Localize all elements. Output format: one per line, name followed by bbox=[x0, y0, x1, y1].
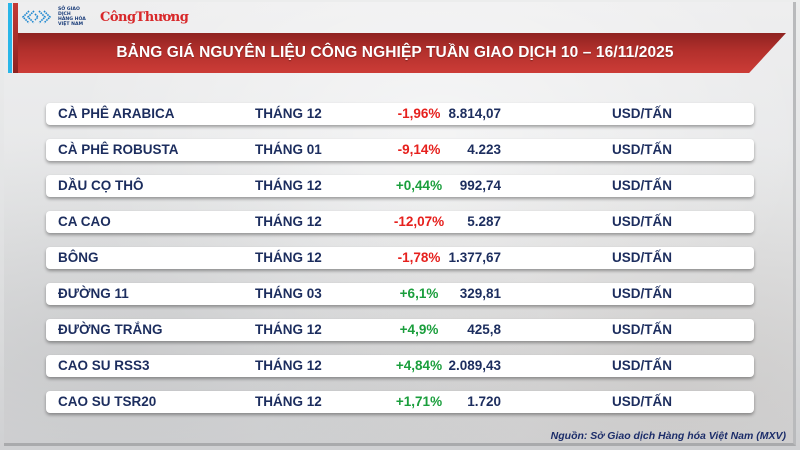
accent-stripe-red bbox=[13, 3, 18, 73]
contract-month: THÁNG 12 bbox=[255, 394, 322, 409]
price-change: +0,44% bbox=[395, 178, 443, 193]
contract-month: THÁNG 12 bbox=[255, 178, 322, 193]
commodity-name: DẦU CỌ THÔ bbox=[58, 178, 144, 193]
price-value: 5.287 bbox=[467, 214, 501, 229]
price-value: 425,8 bbox=[467, 322, 501, 337]
contract-month: THÁNG 12 bbox=[255, 358, 322, 373]
price-unit: USD/TẤN bbox=[612, 178, 672, 193]
congthuong-brand-logo: CôngThương bbox=[100, 9, 189, 25]
mxv-logo-icon bbox=[22, 10, 52, 24]
price-value: 329,81 bbox=[459, 286, 501, 301]
commodity-name: CAO SU TSR20 bbox=[58, 394, 157, 409]
contract-month: THÁNG 12 bbox=[255, 250, 322, 265]
price-unit: USD/TẤN bbox=[612, 106, 672, 121]
table-row: CAO SU TSR20 THÁNG 12 +1,71% 1.720 USD/T… bbox=[46, 391, 754, 413]
table-row: CÀ PHÊ ARABICA THÁNG 12 -1,96% 8.814,07 … bbox=[46, 103, 754, 125]
price-value: 1.720 bbox=[467, 394, 501, 409]
price-change: -1,96% bbox=[397, 106, 441, 121]
mxv-logo-text: SỞ GIAO DỊCH HÀNG HÓA VIỆT NAM bbox=[58, 7, 86, 27]
contract-month: THÁNG 12 bbox=[255, 214, 322, 229]
table-row: CÀ PHÊ ROBUSTA THÁNG 01 -9,14% 4.223 USD… bbox=[46, 139, 754, 161]
header-logos: SỞ GIAO DỊCH HÀNG HÓA VIỆT NAM CôngThươn… bbox=[22, 6, 189, 28]
table-row: CAO SU RSS3 THÁNG 12 +4,84% 2.089,43 USD… bbox=[46, 355, 754, 377]
price-change: -1,78% bbox=[397, 250, 441, 265]
commodity-name: BÔNG bbox=[58, 250, 99, 265]
table-row: DẦU CỌ THÔ THÁNG 12 +0,44% 992,74 USD/TẤ… bbox=[46, 175, 754, 197]
table-row: ĐƯỜNG 11 THÁNG 03 +6,1% 329,81 USD/TẤN bbox=[46, 283, 754, 305]
commodity-name: CA CAO bbox=[58, 214, 111, 229]
price-value: 992,74 bbox=[459, 178, 501, 193]
price-unit: USD/TẤN bbox=[612, 250, 672, 265]
price-value: 1.377,67 bbox=[448, 250, 501, 265]
title-banner: BẢNG GIÁ NGUYÊN LIỆU CÔNG NGHIỆP TUẦN GI… bbox=[18, 33, 786, 73]
price-unit: USD/TẤN bbox=[612, 286, 672, 301]
price-change: +1,71% bbox=[395, 394, 443, 409]
source-note: Nguồn: Sở Giao dịch Hàng hóa Việt Nam (M… bbox=[550, 430, 786, 442]
price-unit: USD/TẤN bbox=[612, 322, 672, 337]
commodity-name: ĐƯỜNG 11 bbox=[58, 286, 129, 301]
price-unit: USD/TẤN bbox=[612, 394, 672, 409]
commodity-name: ĐƯỜNG TRẮNG bbox=[58, 322, 163, 337]
price-change: -9,14% bbox=[397, 142, 441, 157]
table-row: CA CAO THÁNG 12 -12,07% 5.287 USD/TẤN bbox=[46, 211, 754, 233]
contract-month: THÁNG 12 bbox=[255, 106, 322, 121]
contract-month: THÁNG 01 bbox=[255, 142, 322, 157]
price-change: +4,84% bbox=[395, 358, 443, 373]
contract-month: THÁNG 12 bbox=[255, 322, 322, 337]
page-title: BẢNG GIÁ NGUYÊN LIỆU CÔNG NGHIỆP TUẦN GI… bbox=[116, 44, 674, 61]
commodity-name: CÀ PHÊ ROBUSTA bbox=[58, 142, 179, 157]
price-value: 4.223 bbox=[467, 142, 501, 157]
commodity-name: CAO SU RSS3 bbox=[58, 358, 150, 373]
price-change: -12,07% bbox=[393, 214, 445, 229]
price-change: +6,1% bbox=[399, 286, 439, 301]
contract-month: THÁNG 03 bbox=[255, 286, 322, 301]
price-unit: USD/TẤN bbox=[612, 358, 672, 373]
table-row: ĐƯỜNG TRẮNG THÁNG 12 +4,9% 425,8 USD/TẤN bbox=[46, 319, 754, 341]
price-value: 2.089,43 bbox=[448, 358, 501, 373]
table-row: BÔNG THÁNG 12 -1,78% 1.377,67 USD/TẤN bbox=[46, 247, 754, 269]
price-change: +4,9% bbox=[399, 322, 439, 337]
price-unit: USD/TẤN bbox=[612, 214, 672, 229]
price-unit: USD/TẤN bbox=[612, 142, 672, 157]
commodity-name: CÀ PHÊ ARABICA bbox=[58, 106, 175, 121]
price-value: 8.814,07 bbox=[448, 106, 501, 121]
accent-stripe-blue bbox=[8, 3, 12, 73]
